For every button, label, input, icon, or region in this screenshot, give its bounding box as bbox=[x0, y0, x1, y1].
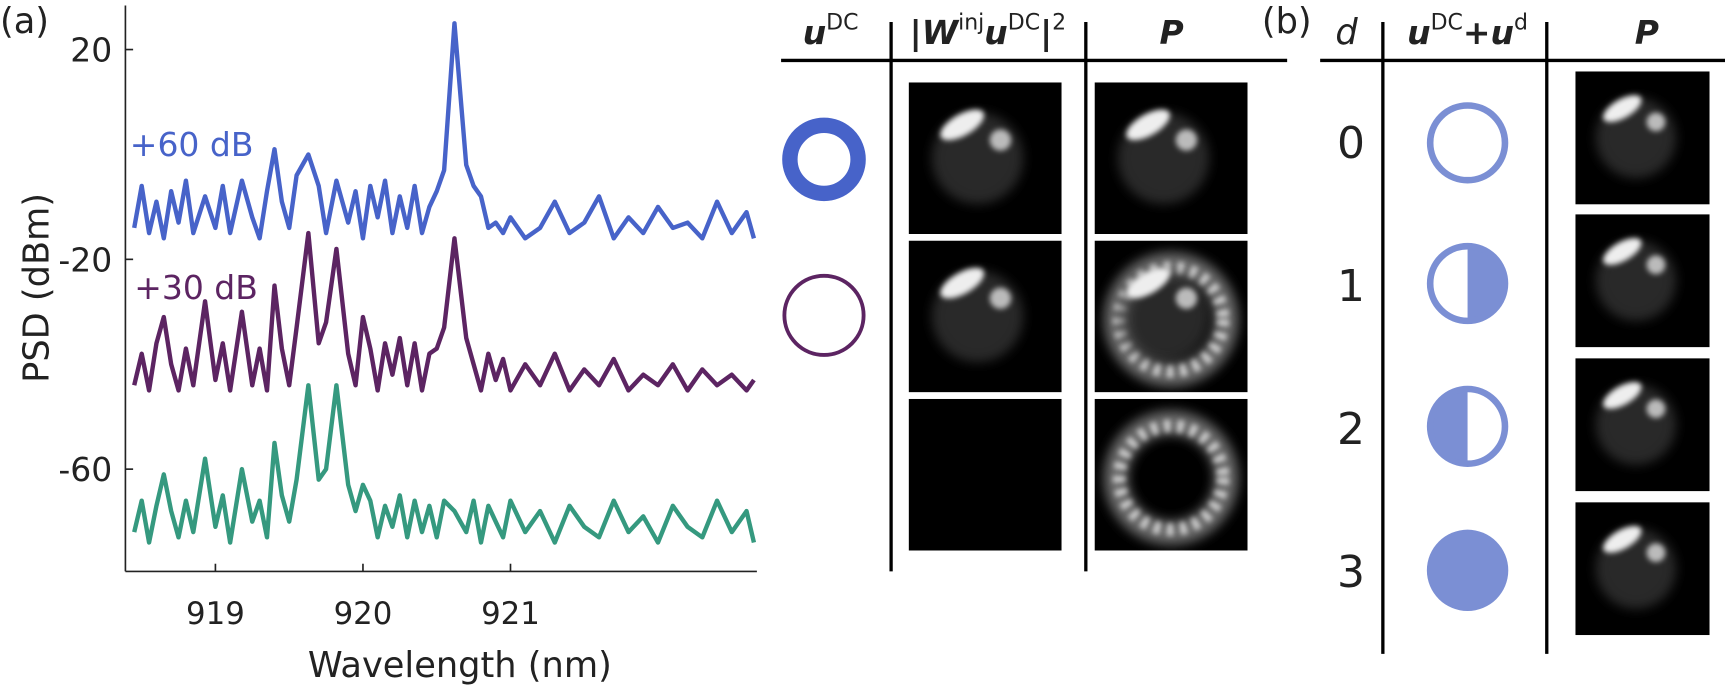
image-spot bbox=[1603, 95, 1642, 123]
header-part: + bbox=[1463, 13, 1491, 52]
pattern-ring bbox=[1426, 102, 1509, 184]
ring-pattern bbox=[782, 117, 866, 202]
column-header: P bbox=[1635, 13, 1659, 52]
pattern-ring bbox=[1426, 385, 1509, 468]
image-spot bbox=[1603, 238, 1642, 265]
image-spot bbox=[1646, 543, 1666, 563]
image-background bbox=[908, 398, 1062, 551]
y-tick-label: -20 bbox=[58, 240, 112, 279]
image-spot bbox=[1646, 112, 1666, 132]
column-header: uDC bbox=[803, 11, 859, 52]
camera-image bbox=[1094, 398, 1248, 551]
header-part: P bbox=[1160, 13, 1184, 52]
offset-annotation: +60 dB bbox=[130, 125, 254, 164]
header-part: W bbox=[922, 13, 960, 52]
row-label: 1 bbox=[1337, 261, 1365, 312]
header-sup: DC bbox=[826, 11, 858, 36]
camera-image bbox=[1094, 240, 1248, 393]
row-label: 3 bbox=[1337, 547, 1365, 598]
offset-annotation: +30 dB bbox=[134, 268, 258, 307]
spectrum-line bbox=[132, 383, 757, 545]
header-part: u bbox=[1491, 13, 1514, 52]
header-part: P bbox=[1635, 13, 1659, 52]
camera-image bbox=[908, 240, 1062, 393]
camera-image bbox=[1575, 358, 1710, 492]
camera-image bbox=[908, 398, 1062, 551]
camera-image bbox=[908, 82, 1062, 235]
camera-image bbox=[1575, 502, 1710, 636]
column-header: uDC+ud bbox=[1407, 11, 1528, 52]
image-spot bbox=[989, 287, 1012, 309]
image-spot bbox=[1126, 267, 1170, 299]
pattern-ring bbox=[1426, 242, 1509, 325]
x-axis-label: Wavelength (nm) bbox=[308, 645, 612, 686]
image-spot bbox=[1603, 382, 1642, 409]
header-sup: DC bbox=[1008, 11, 1040, 36]
x-tick-label: 921 bbox=[481, 596, 540, 632]
y-tick-label: 20 bbox=[70, 31, 112, 70]
header-sup: d bbox=[1514, 11, 1528, 36]
column-header: P bbox=[1160, 13, 1184, 52]
image-spot bbox=[1175, 287, 1198, 309]
spectrum-line bbox=[132, 21, 757, 241]
image-spot bbox=[1603, 526, 1642, 553]
y-tick-label: -60 bbox=[58, 450, 112, 489]
header-sup: DC bbox=[1431, 11, 1463, 36]
panel-label: (b) bbox=[1262, 1, 1312, 42]
x-tick-label: 920 bbox=[334, 596, 393, 632]
header-part: d bbox=[1335, 12, 1358, 53]
header-part: u bbox=[984, 13, 1007, 52]
y-axis-label: PSD (dBm) bbox=[16, 193, 57, 383]
image-spot bbox=[940, 109, 985, 141]
image-spot bbox=[1126, 109, 1170, 141]
camera-image bbox=[1575, 71, 1710, 205]
header-part: | bbox=[1040, 13, 1052, 52]
row-label: 0 bbox=[1337, 118, 1365, 169]
header-sup: 2 bbox=[1052, 11, 1066, 36]
header-part: | bbox=[910, 13, 922, 52]
camera-image bbox=[1094, 82, 1248, 235]
row-label: 2 bbox=[1337, 404, 1365, 455]
image-spot bbox=[940, 267, 985, 299]
camera-image bbox=[1575, 214, 1710, 348]
image-spot bbox=[1175, 129, 1198, 151]
image-spot bbox=[989, 129, 1012, 151]
column-header: |WinjuDC|2 bbox=[910, 11, 1066, 52]
ring-pattern bbox=[782, 273, 866, 357]
image-spot bbox=[1646, 255, 1666, 275]
spectrum-line bbox=[132, 230, 756, 393]
header-sup: inj bbox=[958, 11, 984, 36]
panel-label: (a) bbox=[0, 1, 49, 42]
header-part: u bbox=[1407, 13, 1430, 52]
header-part: u bbox=[803, 13, 826, 52]
image-spot bbox=[1646, 399, 1666, 419]
x-tick-label: 919 bbox=[186, 596, 245, 632]
pattern-half bbox=[1427, 386, 1468, 466]
column-header: d bbox=[1335, 12, 1358, 53]
pattern-disk bbox=[1426, 529, 1509, 611]
pattern-half bbox=[1467, 243, 1508, 324]
